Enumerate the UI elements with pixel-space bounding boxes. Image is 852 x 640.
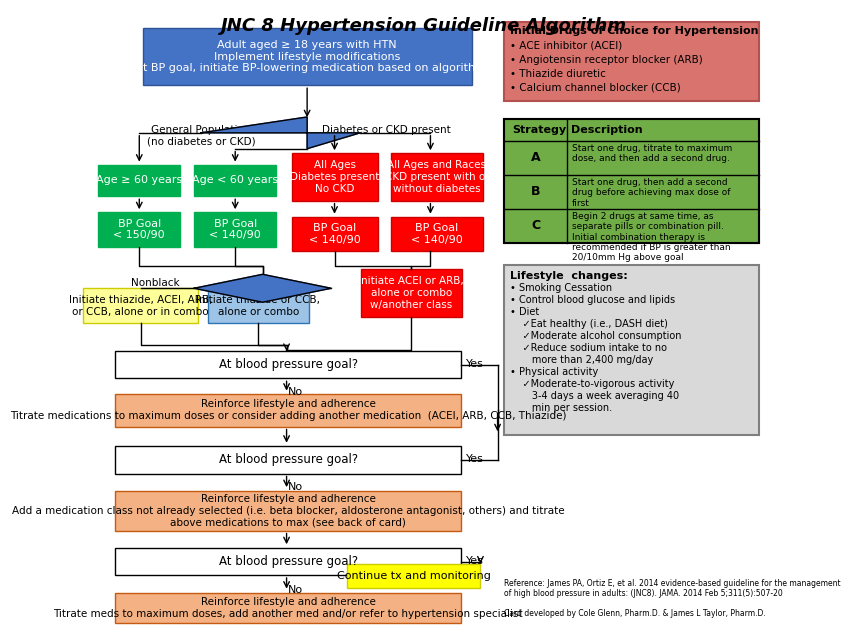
FancyBboxPatch shape	[347, 564, 480, 588]
Text: Reinforce lifestyle and adherence
Titrate meds to maximum doses, add another med: Reinforce lifestyle and adherence Titrat…	[54, 597, 522, 619]
Text: Diabetes or CKD present: Diabetes or CKD present	[321, 125, 450, 134]
Text: JNC 8 Hypertension Guideline Algorithm: JNC 8 Hypertension Guideline Algorithm	[221, 17, 626, 35]
Text: At blood pressure goal?: At blood pressure goal?	[218, 358, 358, 371]
Text: • Control blood glucose and lipids: • Control blood glucose and lipids	[509, 294, 674, 305]
FancyBboxPatch shape	[390, 216, 482, 252]
FancyBboxPatch shape	[390, 153, 482, 201]
Text: No: No	[288, 584, 302, 595]
Text: General Population
(no diabetes or CKD): General Population (no diabetes or CKD)	[147, 125, 255, 146]
Text: • Calcium channel blocker (CCB): • Calcium channel blocker (CCB)	[509, 83, 680, 93]
Text: Nonblack: Nonblack	[130, 278, 179, 288]
Polygon shape	[194, 275, 331, 302]
Text: Card developed by Cole Glenn, Pharm.D. & James L Taylor, Pharm.D.: Card developed by Cole Glenn, Pharm.D. &…	[504, 609, 765, 618]
FancyBboxPatch shape	[194, 212, 276, 247]
Text: ✓Eat healthy (i.e., DASH diet): ✓Eat healthy (i.e., DASH diet)	[509, 319, 667, 329]
Text: Initial Drugs of Choice for Hypertension: Initial Drugs of Choice for Hypertension	[509, 26, 757, 36]
Text: Adult aged ≥ 18 years with HTN
Implement lifestyle modifications
Set BP goal, in: Adult aged ≥ 18 years with HTN Implement…	[129, 40, 485, 74]
FancyBboxPatch shape	[504, 119, 758, 243]
FancyBboxPatch shape	[98, 164, 180, 196]
Text: • Physical activity: • Physical activity	[509, 367, 597, 377]
Text: Yes: Yes	[465, 454, 483, 464]
FancyBboxPatch shape	[291, 153, 377, 201]
Text: Strategy: Strategy	[512, 125, 566, 134]
Text: BP Goal
< 150/90: BP Goal < 150/90	[113, 219, 165, 241]
Text: • Smoking Cessation: • Smoking Cessation	[509, 283, 612, 292]
Text: • Thiazide diuretic: • Thiazide diuretic	[509, 68, 605, 79]
Text: Yes: Yes	[465, 359, 483, 369]
Text: At blood pressure goal?: At blood pressure goal?	[218, 555, 358, 568]
Text: min per session.: min per session.	[509, 403, 612, 413]
Text: Initiate thiazide or CCB,
alone or combo: Initiate thiazide or CCB, alone or combo	[196, 295, 320, 317]
Text: 3-4 days a week averaging 40: 3-4 days a week averaging 40	[509, 391, 678, 401]
Text: All Ages and Races
CKD present with or
without diabetes: All Ages and Races CKD present with or w…	[384, 161, 489, 193]
FancyBboxPatch shape	[142, 28, 471, 85]
Text: ✓Moderate alcohol consumption: ✓Moderate alcohol consumption	[509, 331, 681, 340]
Text: Initiate thiazide, ACEI, ARB,
or CCB, alone or in combo: Initiate thiazide, ACEI, ARB, or CCB, al…	[69, 295, 212, 317]
Text: • Diet: • Diet	[509, 307, 538, 317]
FancyBboxPatch shape	[360, 269, 462, 317]
FancyBboxPatch shape	[115, 491, 461, 531]
FancyBboxPatch shape	[115, 351, 461, 378]
Text: No: No	[288, 387, 302, 397]
Text: Start one drug, then add a second
drug before achieving max dose of
first: Start one drug, then add a second drug b…	[571, 178, 729, 207]
Text: Reinforce lifestyle and adherence
Add a medication class not already selected (i: Reinforce lifestyle and adherence Add a …	[12, 494, 564, 527]
FancyBboxPatch shape	[98, 212, 180, 247]
Text: All Ages
Diabetes present
No CKD: All Ages Diabetes present No CKD	[290, 161, 379, 193]
Text: Yes: Yes	[465, 556, 483, 566]
Text: Initiate ACEI or ARB,
alone or combo
w/another class: Initiate ACEI or ARB, alone or combo w/a…	[358, 276, 463, 310]
Text: Reference: James PA, Ortiz E, et al. 2014 evidence-based guideline for the manag: Reference: James PA, Ortiz E, et al. 201…	[504, 579, 840, 598]
Text: Reinforce lifestyle and adherence
Titrate medications to maximum doses or consid: Reinforce lifestyle and adherence Titrat…	[10, 399, 566, 421]
Text: No: No	[288, 482, 302, 492]
Text: BP Goal
< 140/90: BP Goal < 140/90	[209, 219, 261, 241]
Text: ✓Moderate-to-vigorous activity: ✓Moderate-to-vigorous activity	[509, 379, 673, 389]
FancyBboxPatch shape	[115, 394, 461, 427]
Text: Age < 60 years: Age < 60 years	[192, 175, 278, 186]
Text: Age ≥ 60 years: Age ≥ 60 years	[96, 175, 182, 186]
Text: B: B	[531, 185, 540, 198]
FancyBboxPatch shape	[115, 446, 461, 474]
FancyBboxPatch shape	[115, 593, 461, 623]
FancyBboxPatch shape	[194, 164, 276, 196]
Text: Description: Description	[570, 125, 642, 134]
FancyBboxPatch shape	[83, 288, 198, 323]
Text: ✓Reduce sodium intake to no: ✓Reduce sodium intake to no	[509, 343, 666, 353]
Text: At blood pressure goal?: At blood pressure goal?	[218, 453, 358, 467]
FancyBboxPatch shape	[291, 216, 377, 252]
FancyBboxPatch shape	[208, 288, 308, 323]
FancyBboxPatch shape	[115, 548, 461, 575]
Text: • ACE inhibitor (ACEI): • ACE inhibitor (ACEI)	[509, 41, 621, 51]
Text: Black: Black	[250, 278, 279, 288]
FancyBboxPatch shape	[504, 22, 758, 101]
Text: Start one drug, titrate to maximum
dose, and then add a second drug.: Start one drug, titrate to maximum dose,…	[571, 144, 731, 163]
Text: BP Goal
< 140/90: BP Goal < 140/90	[308, 223, 360, 245]
Polygon shape	[201, 117, 360, 148]
Text: Begin 2 drugs at same time, as
separate pills or combination pill.
Initial combi: Begin 2 drugs at same time, as separate …	[571, 212, 729, 262]
FancyBboxPatch shape	[504, 266, 758, 435]
Text: • Angiotensin receptor blocker (ARB): • Angiotensin receptor blocker (ARB)	[509, 55, 702, 65]
Text: more than 2,400 mg/day: more than 2,400 mg/day	[509, 355, 653, 365]
Text: BP Goal
< 140/90: BP Goal < 140/90	[411, 223, 463, 245]
Text: Continue tx and monitoring: Continue tx and monitoring	[337, 571, 490, 580]
Text: C: C	[531, 219, 540, 232]
Text: A: A	[531, 151, 540, 164]
Text: Lifestyle  changes:: Lifestyle changes:	[509, 271, 627, 280]
